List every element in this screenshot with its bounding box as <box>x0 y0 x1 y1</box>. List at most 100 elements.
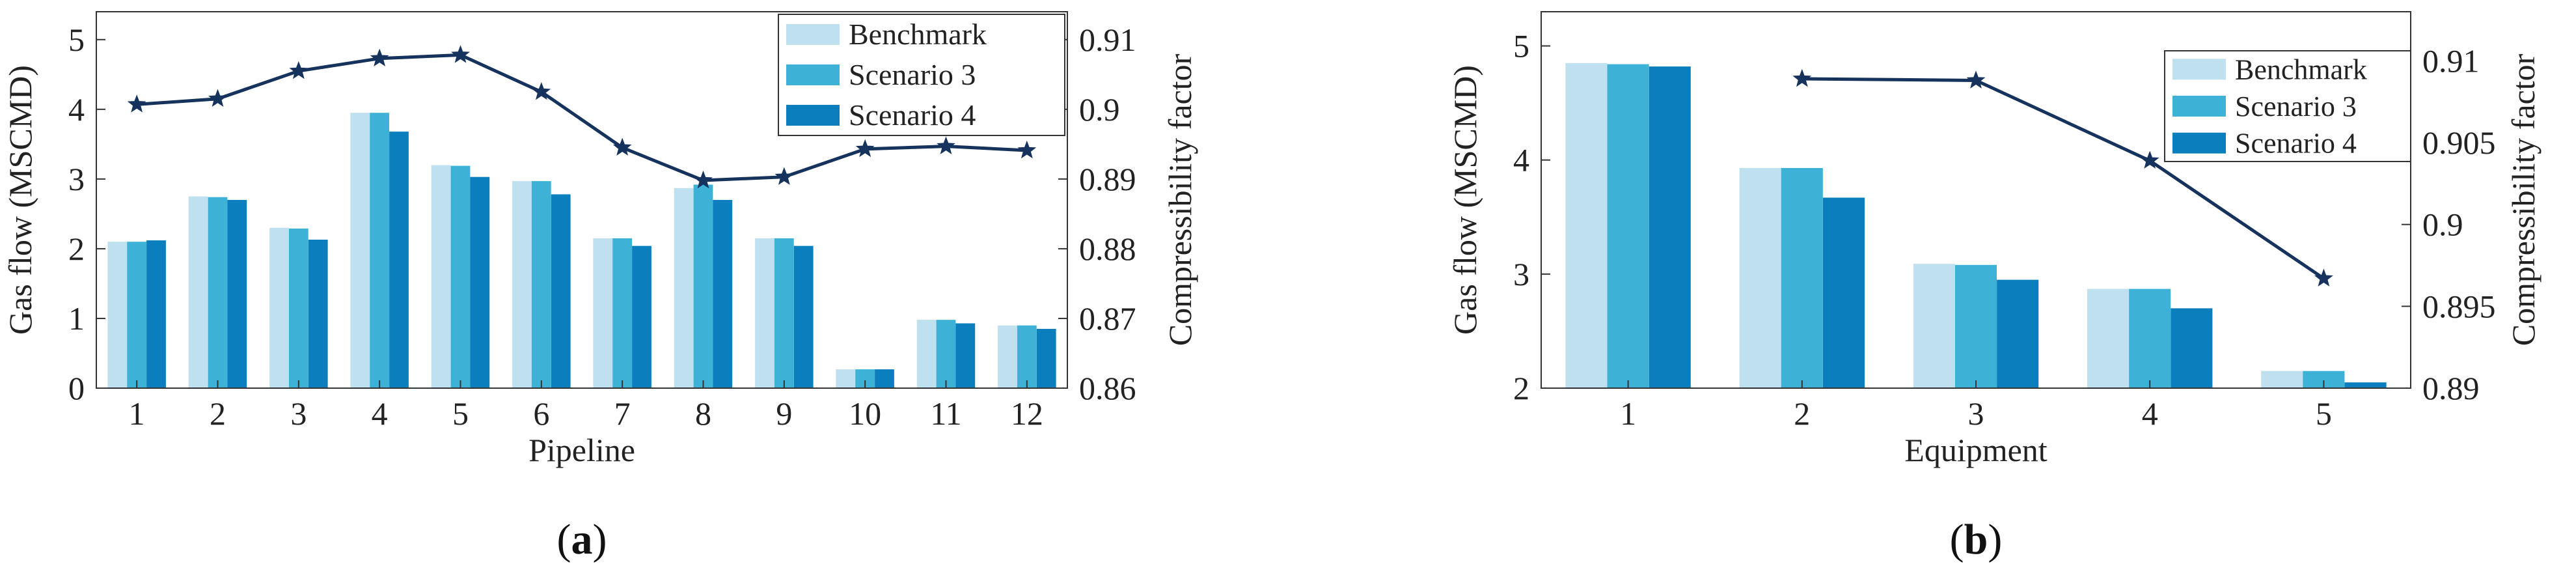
bar-scenario-3-6 <box>531 181 551 388</box>
plot-frame <box>96 11 1068 389</box>
bar-benchmark-5 <box>431 165 451 388</box>
bar-benchmark-3 <box>269 227 289 388</box>
bar-benchmark-12 <box>998 325 1017 388</box>
bar-benchmark-2 <box>1739 168 1781 388</box>
bar-scenario-4-7 <box>632 246 651 388</box>
bar-scenario-3-11 <box>936 320 956 388</box>
legend-swatch-scenario-4 <box>2172 132 2226 154</box>
bar-scenario-3-2 <box>1781 168 1823 388</box>
compressibility-point-12 <box>1017 140 1037 159</box>
panel-label: (b) <box>1950 516 2003 563</box>
y2-tick-label: 0.88 <box>1079 231 1136 267</box>
bar-scenario-4-5 <box>2344 382 2387 388</box>
y2-tick-label: 0.91 <box>2422 42 2480 79</box>
y2-tick-label: 0.9 <box>2422 206 2463 243</box>
y-tick-label: 4 <box>1513 142 1529 178</box>
y-tick-label: 5 <box>68 21 85 58</box>
bar-scenario-4-5 <box>470 176 490 388</box>
bar-scenario-3-1 <box>1607 64 1649 388</box>
legend-swatch-benchmark <box>786 24 840 45</box>
compressibility-point-3 <box>289 61 308 79</box>
y-tick-label: 5 <box>1513 28 1529 64</box>
compressibility-point-7 <box>612 137 632 156</box>
compressibility-point-2 <box>1792 68 1812 87</box>
legend-swatch-scenario-3 <box>2172 96 2226 117</box>
compressibility-point-3 <box>1966 70 1986 89</box>
bar-scenario-4-2 <box>227 200 247 388</box>
chart-panel-b: 2 3 4 5 0.89 0.895 0.9 0.905 0.91 1 2 3 4 5 Equipment G… <box>1447 11 2542 563</box>
bar-scenario-4-1 <box>1649 66 1691 388</box>
bar-benchmark-4 <box>350 113 370 388</box>
bar-benchmark-1 <box>1565 63 1608 389</box>
compressibility-point-4 <box>370 48 389 66</box>
bar-scenario-3-3 <box>288 228 308 388</box>
bar-benchmark-6 <box>512 181 532 388</box>
bar-scenario-4-1 <box>146 240 166 388</box>
legend-swatch-benchmark <box>2172 59 2226 80</box>
y2-tick-label: 0.9 <box>1079 91 1120 128</box>
compressibility-point-11 <box>937 136 955 154</box>
legend-label-benchmark: Benchmark <box>2235 53 2367 85</box>
bar-scenario-4-4 <box>2171 308 2213 388</box>
bar-scenario-3-8 <box>693 184 713 388</box>
x-tick-label: 1 <box>129 395 145 432</box>
bar-benchmark-10 <box>836 369 856 388</box>
bar-scenario-4-10 <box>875 369 894 388</box>
bar-scenario-4-9 <box>793 246 814 388</box>
x-tick-label: 6 <box>533 395 549 432</box>
x-tick-label: 11 <box>930 395 961 432</box>
y2-tick-label: 0.895 <box>2422 288 2496 324</box>
bar-scenario-3-9 <box>774 238 794 388</box>
x-tick-label: 8 <box>695 395 711 432</box>
y-tick-label: 2 <box>1513 370 1529 406</box>
bar-scenario-4-6 <box>551 194 571 388</box>
y2-axis-label: Compressibility factor <box>1162 53 1198 346</box>
x-tick-label: 9 <box>776 395 792 432</box>
bar-scenario-4-3 <box>308 240 328 388</box>
y2-tick-label: 0.86 <box>1079 370 1136 406</box>
x-tick-label: 3 <box>290 395 307 432</box>
panel-label: (a) <box>557 516 607 563</box>
bar-scenario-4-8 <box>713 200 733 388</box>
bar-scenario-3-4 <box>370 113 389 388</box>
bar-benchmark-4 <box>2087 288 2130 388</box>
compressibility-point-5 <box>2314 268 2333 287</box>
y-tick-label: 1 <box>68 300 85 337</box>
x-tick-label: 7 <box>614 395 631 432</box>
x-tick-label: 3 <box>1968 395 1984 432</box>
y-tick-label: 4 <box>68 91 85 128</box>
legend-label-scenario-4: Scenario 4 <box>849 98 976 132</box>
bar-scenario-3-2 <box>208 197 228 388</box>
x-tick-label: 4 <box>2142 395 2158 432</box>
legend-label-benchmark: Benchmark <box>849 18 987 51</box>
x-axis-label: Pipeline <box>528 432 635 468</box>
x-tick-label: 5 <box>452 395 469 432</box>
bar-scenario-4-4 <box>389 132 409 388</box>
x-tick-label: 12 <box>1011 395 1043 432</box>
compressibility-point-10 <box>855 139 875 158</box>
bar-scenario-4-3 <box>1997 279 2039 388</box>
bar-benchmark-8 <box>674 188 694 388</box>
y-tick-label: 0 <box>68 370 85 406</box>
y2-tick-label: 0.91 <box>1079 21 1136 58</box>
bar-scenario-3-1 <box>127 242 146 388</box>
bar-benchmark-1 <box>107 242 128 388</box>
compressibility-point-9 <box>774 167 794 185</box>
compressibility-point-2 <box>208 89 227 107</box>
x-tick-label: 5 <box>2316 395 2332 432</box>
x-tick-label: 10 <box>849 395 881 432</box>
legend-swatch-scenario-3 <box>786 64 840 85</box>
y2-axis-label: Compressibility factor <box>2505 53 2542 346</box>
y-tick-label: 3 <box>68 161 85 197</box>
compressibility-point-6 <box>532 81 551 100</box>
legend-label-scenario-3: Scenario 3 <box>2235 91 2357 122</box>
bar-benchmark-7 <box>593 238 613 388</box>
y-tick-label: 3 <box>1513 256 1529 292</box>
y2-tick-label: 0.905 <box>2422 124 2496 161</box>
bar-scenario-3-7 <box>612 238 632 388</box>
compressibility-point-1 <box>127 94 146 113</box>
x-tick-label: 1 <box>1620 395 1636 432</box>
bar-benchmark-11 <box>916 320 937 388</box>
